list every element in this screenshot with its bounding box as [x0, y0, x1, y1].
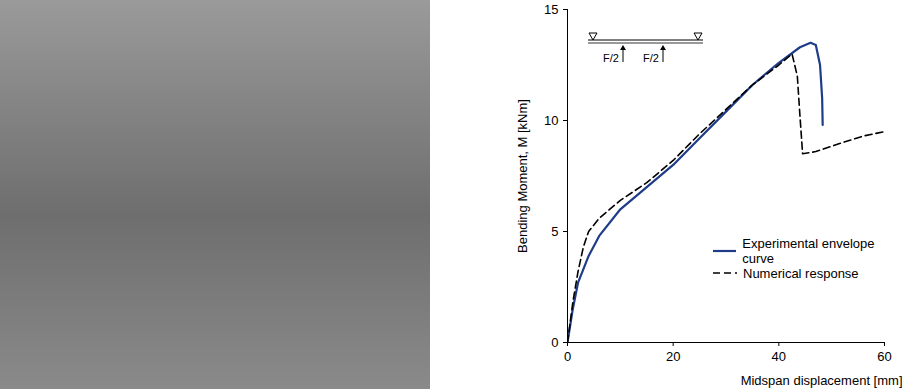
svg-text:F/2: F/2	[643, 52, 659, 64]
svg-text:F/2: F/2	[603, 52, 619, 64]
svg-text:0: 0	[551, 335, 558, 350]
svg-text:Bending Moment, M [kNm]: Bending Moment, M [kNm]	[515, 99, 530, 253]
html-text:Experimental envelope curve: Experimental envelope curve	[742, 236, 875, 266]
html-text:Numerical response: Numerical response	[743, 265, 859, 281]
svg-text:Midspan displacement [mm]: Midspan displacement [mm]	[741, 373, 903, 388]
svg-text:40: 40	[772, 349, 786, 364]
svg-text:10: 10	[544, 113, 558, 128]
svg-text:60: 60	[877, 349, 891, 364]
svg-text:15: 15	[544, 2, 558, 17]
svg-text:20: 20	[666, 349, 680, 364]
svg-text:0: 0	[564, 349, 571, 364]
svg-text:5: 5	[551, 224, 558, 239]
